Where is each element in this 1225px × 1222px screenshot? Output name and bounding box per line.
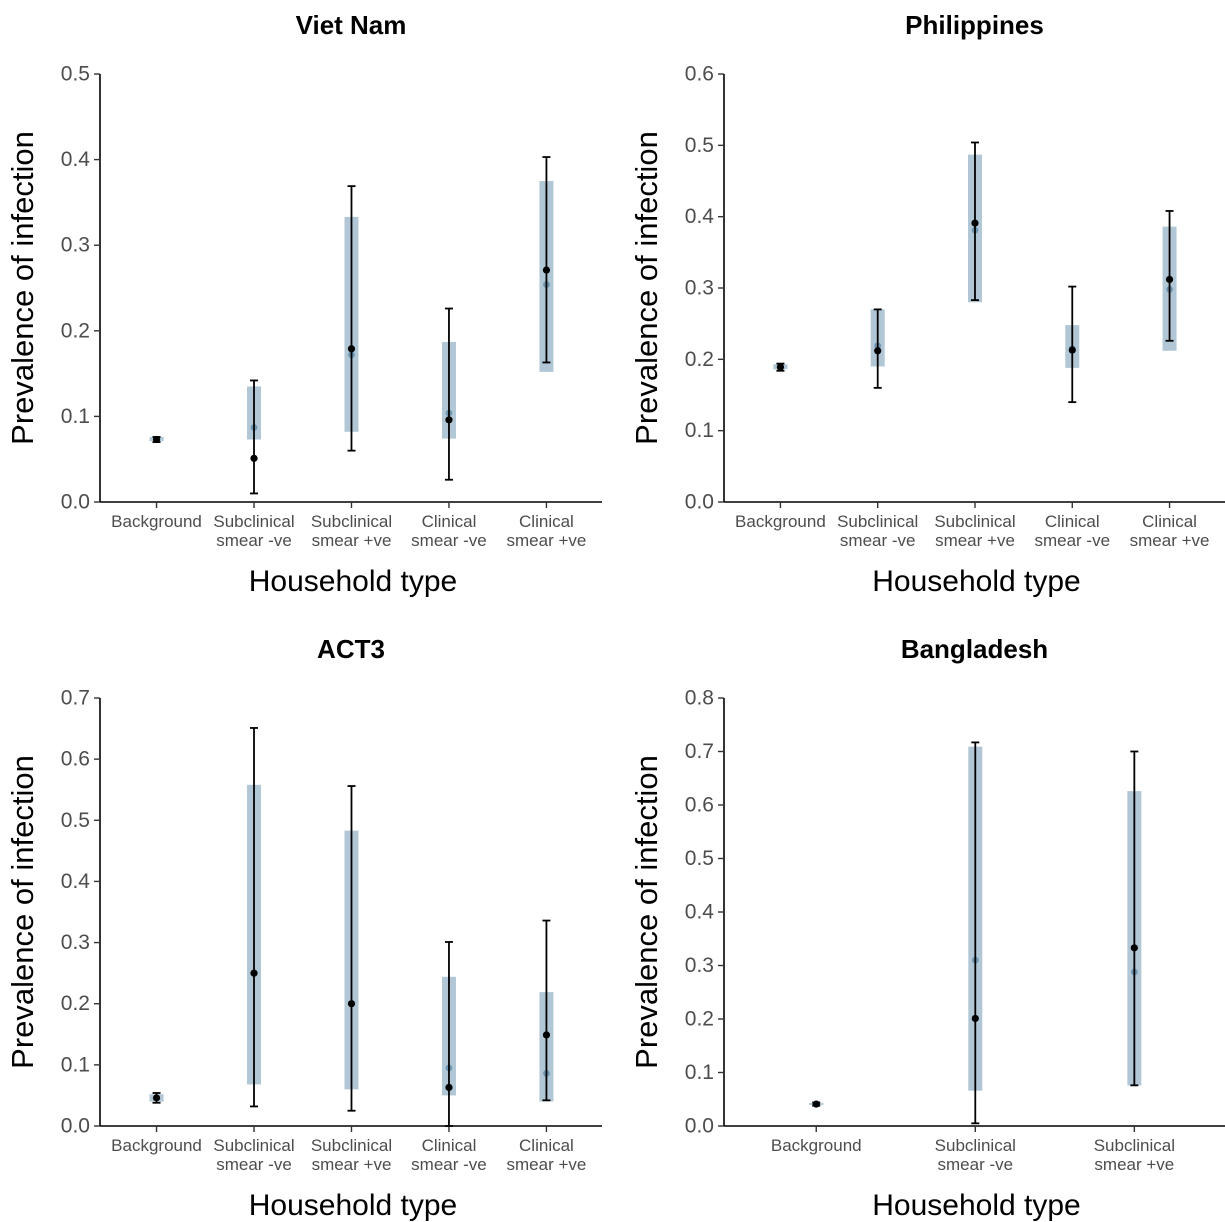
point-clinical-smear-ve: [1068, 346, 1076, 354]
x-axis-label: Household type: [872, 565, 1080, 598]
y-tick-label: 0.4: [685, 901, 715, 924]
y-tick-label: 0.0: [685, 491, 714, 514]
y-tick-label: 0.5: [61, 809, 90, 832]
x-tick-label: Subclinical smear +ve: [311, 1136, 392, 1174]
y-tick-label: 0.1: [61, 1053, 90, 1076]
y-axis-label: Prevalence of infection: [5, 131, 40, 445]
x-tick-label: Subclinical smear -ve: [837, 512, 918, 550]
y-tick-label: 0.6: [685, 794, 714, 817]
y-tick-label: 0.5: [61, 63, 90, 86]
y-tick-label: 0.3: [61, 931, 90, 954]
point-subclinical-smear-ve: [971, 219, 979, 227]
y-tick-label: 0.0: [61, 1115, 90, 1138]
y-tick-label: 0.5: [685, 134, 714, 157]
y-tick-label: 0.1: [685, 419, 714, 442]
panel-act3: ACT3 Prevalence of infection Household typ…: [5, 634, 602, 1222]
x-tick-label: Subclinical smear -ve: [213, 1136, 294, 1174]
x-tick-label: Subclinical smear +ve: [311, 512, 392, 550]
x-tick-label: Clinical smear -ve: [1034, 512, 1110, 550]
point-clinical-smear-ve: [445, 1083, 453, 1092]
x-tick-label: Subclinical smear -ve: [935, 1136, 1016, 1174]
y-tick-label: 0.3: [685, 954, 714, 977]
point-subclinical-smear-ve: [250, 454, 258, 462]
point-background: [152, 435, 161, 444]
y-tick-label: 0.5: [685, 847, 714, 870]
panel-philippines: Philippines Prevalence of infection Househ…: [629, 10, 1225, 598]
x-tick-label: Background: [735, 512, 826, 531]
x-tick-label: Background: [771, 1136, 862, 1155]
y-tick-label: 0.1: [61, 405, 90, 428]
y-tick-label: 0.3: [61, 234, 90, 257]
y-tick-label: 0.2: [61, 319, 90, 342]
y-tick-label: 0.7: [61, 687, 90, 710]
x-axis-label: Household type: [249, 565, 457, 598]
point-subclinical-smear-ve: [347, 1000, 356, 1008]
x-tick-label: Background: [111, 1136, 202, 1155]
x-tick-label: Clinical smear -ve: [411, 1136, 487, 1174]
panel-title: Bangladesh: [901, 634, 1048, 664]
y-axis-label: Prevalence of infection: [629, 131, 664, 445]
x-tick-label: Clinical smear -ve: [411, 512, 487, 550]
y-tick-label: 0.6: [685, 63, 714, 86]
x-axis-label: Household type: [872, 1189, 1080, 1222]
y-tick-label: 0.0: [685, 1115, 714, 1138]
point-subclinical-smear-ve: [971, 1014, 979, 1023]
y-tick-label: 0.6: [61, 748, 90, 771]
x-tick-label: Clinical smear +ve: [507, 512, 587, 550]
y-tick-label: 0.2: [685, 348, 714, 371]
point-subclinical-smear-ve: [250, 969, 258, 977]
y-tick-label: 0.8: [685, 687, 714, 710]
y-tick-label: 0.4: [61, 148, 91, 171]
x-tick-label: Subclinical smear -ve: [213, 512, 294, 550]
x-tick-label: Subclinical smear +ve: [934, 512, 1015, 550]
y-tick-label: 0.4: [685, 205, 715, 228]
y-tick-label: 0.2: [61, 992, 90, 1015]
x-tick-label: Clinical smear +ve: [1130, 512, 1210, 550]
panel-title: ACT3: [317, 634, 385, 664]
panel-bangladesh: Bangladesh Prevalence of infection Househo…: [629, 634, 1225, 1222]
x-tick-label: Background: [111, 512, 202, 531]
point-subclinical-smear-ve: [1130, 944, 1138, 952]
x-tick-label: Clinical smear +ve: [507, 1136, 587, 1174]
y-tick-label: 0.1: [685, 1061, 714, 1084]
x-axis-label: Household type: [249, 1189, 457, 1222]
panel-title: Philippines: [905, 10, 1044, 40]
point-background: [776, 363, 785, 371]
point-clinical-smear-ve: [445, 416, 453, 424]
point-clinical-smear-ve: [542, 266, 551, 274]
point-subclinical-smear-ve: [874, 347, 882, 355]
y-tick-label: 0.7: [685, 740, 714, 763]
panel-title: Viet Nam: [296, 10, 407, 40]
panel-viet-nam: Viet Nam Prevalence of infection Household…: [5, 10, 602, 598]
y-tick-label: 0.4: [61, 870, 91, 893]
point-background: [152, 1094, 161, 1102]
point-subclinical-smear-ve: [347, 345, 356, 353]
y-tick-label: 0.0: [61, 491, 90, 514]
point-clinical-smear-ve: [542, 1031, 551, 1039]
point-background: [812, 1100, 820, 1108]
point-clinical-smear-ve: [1165, 275, 1174, 284]
x-tick-label: Subclinical smear +ve: [1094, 1136, 1175, 1174]
y-tick-label: 0.3: [685, 277, 714, 300]
y-axis-label: Prevalence of infection: [629, 755, 664, 1069]
y-tick-label: 0.2: [685, 1008, 714, 1031]
y-axis-label: Prevalence of infection: [5, 755, 40, 1069]
